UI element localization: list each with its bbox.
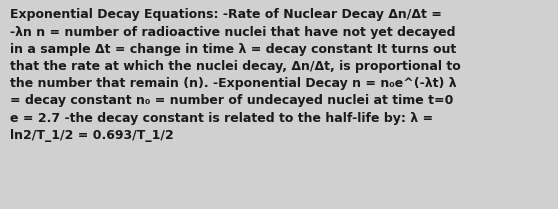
Text: Exponential Decay Equations: -Rate of Nuclear Decay Δn/Δt =
-λn n = number of ra: Exponential Decay Equations: -Rate of Nu… <box>10 8 461 142</box>
